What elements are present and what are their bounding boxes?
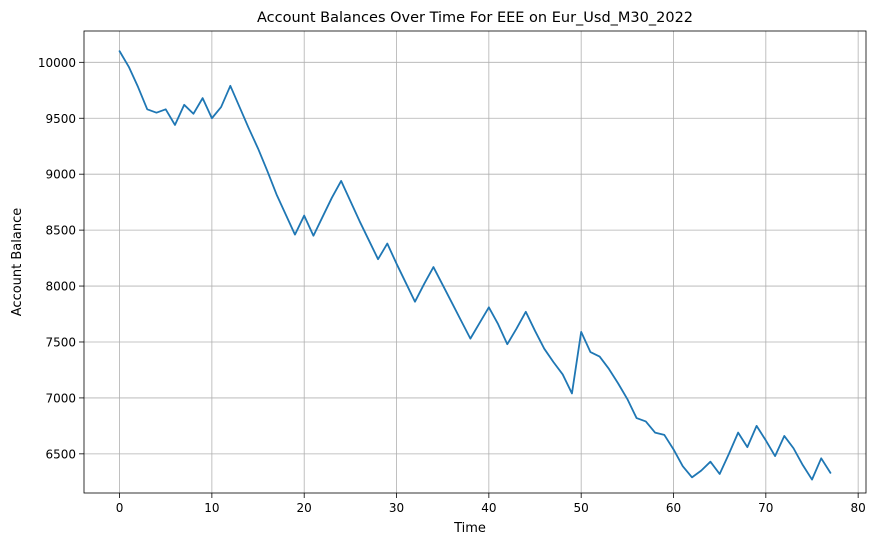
y-tick-label: 8500 xyxy=(45,224,76,238)
series-line-layer xyxy=(118,50,832,481)
y-tick-label: 10000 xyxy=(38,56,76,70)
plot-frame xyxy=(83,30,867,494)
y-tick-label: 7500 xyxy=(45,335,76,349)
x-tick-label: 80 xyxy=(851,501,866,515)
x-tick-label: 30 xyxy=(389,501,404,515)
x-tick-label: 20 xyxy=(297,501,312,515)
x-tick-label: 0 xyxy=(116,501,124,515)
x-tick-label: 50 xyxy=(574,501,589,515)
x-axis: 0 10 20 30 40 50 60 70 80 xyxy=(116,493,866,515)
x-axis-label: Time xyxy=(453,521,486,536)
chart-title: Account Balances Over Time For EEE on Eu… xyxy=(257,10,693,26)
y-axis-label: Account Balance xyxy=(10,208,25,316)
y-axis: 6500 7000 7500 8000 8500 9000 9500 10000 xyxy=(38,56,84,461)
y-tick-label: 8000 xyxy=(45,280,76,294)
y-tick-label: 7000 xyxy=(45,391,76,405)
x-tick-label: 40 xyxy=(481,501,496,515)
x-tick-label: 70 xyxy=(758,501,773,515)
series-line-1 xyxy=(118,50,832,481)
grid xyxy=(84,31,866,493)
y-tick-label: 9000 xyxy=(45,168,76,182)
x-tick-label: 60 xyxy=(666,501,681,515)
x-tick-label: 10 xyxy=(204,501,219,515)
y-tick-label: 9500 xyxy=(45,112,76,126)
y-tick-label: 6500 xyxy=(45,447,76,461)
